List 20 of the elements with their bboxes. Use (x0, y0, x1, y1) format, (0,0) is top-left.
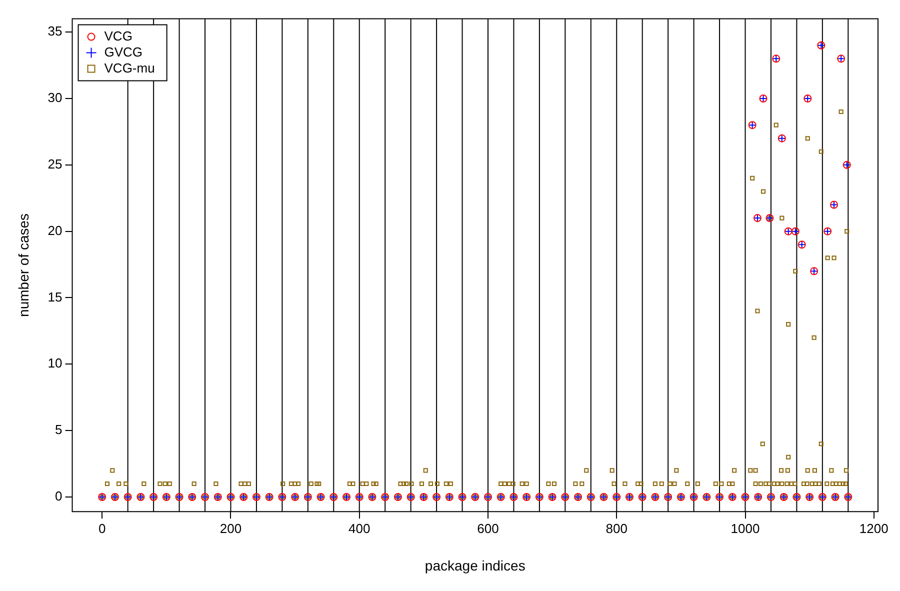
y-tick-label: 10 (48, 356, 62, 371)
x-tick-label: 600 (477, 520, 499, 536)
x-tick-label: 400 (348, 520, 370, 536)
legend-label: VCG-mu (104, 60, 155, 76)
legend-label: GVCG (104, 44, 143, 60)
y-axis-title: number of cases (15, 213, 32, 317)
x-tick-label: 1000 (730, 520, 760, 536)
x-tick-label: 1200 (859, 520, 888, 536)
y-tick-label: 25 (48, 156, 62, 172)
y-tick-label: 35 (48, 24, 62, 39)
y-tick-label: 20 (48, 222, 62, 238)
x-tick-label: 800 (606, 520, 628, 536)
y-tick-label: 30 (48, 90, 62, 106)
x-axis-title: package indices (424, 557, 526, 574)
y-tick-label: 5 (55, 422, 62, 438)
y-tick-label: 0 (55, 488, 62, 504)
x-tick-label: 0 (98, 520, 106, 536)
legend-label: VCG (104, 28, 132, 44)
x-tick-label: 200 (220, 520, 242, 536)
y-tick-label: 15 (48, 289, 62, 304)
